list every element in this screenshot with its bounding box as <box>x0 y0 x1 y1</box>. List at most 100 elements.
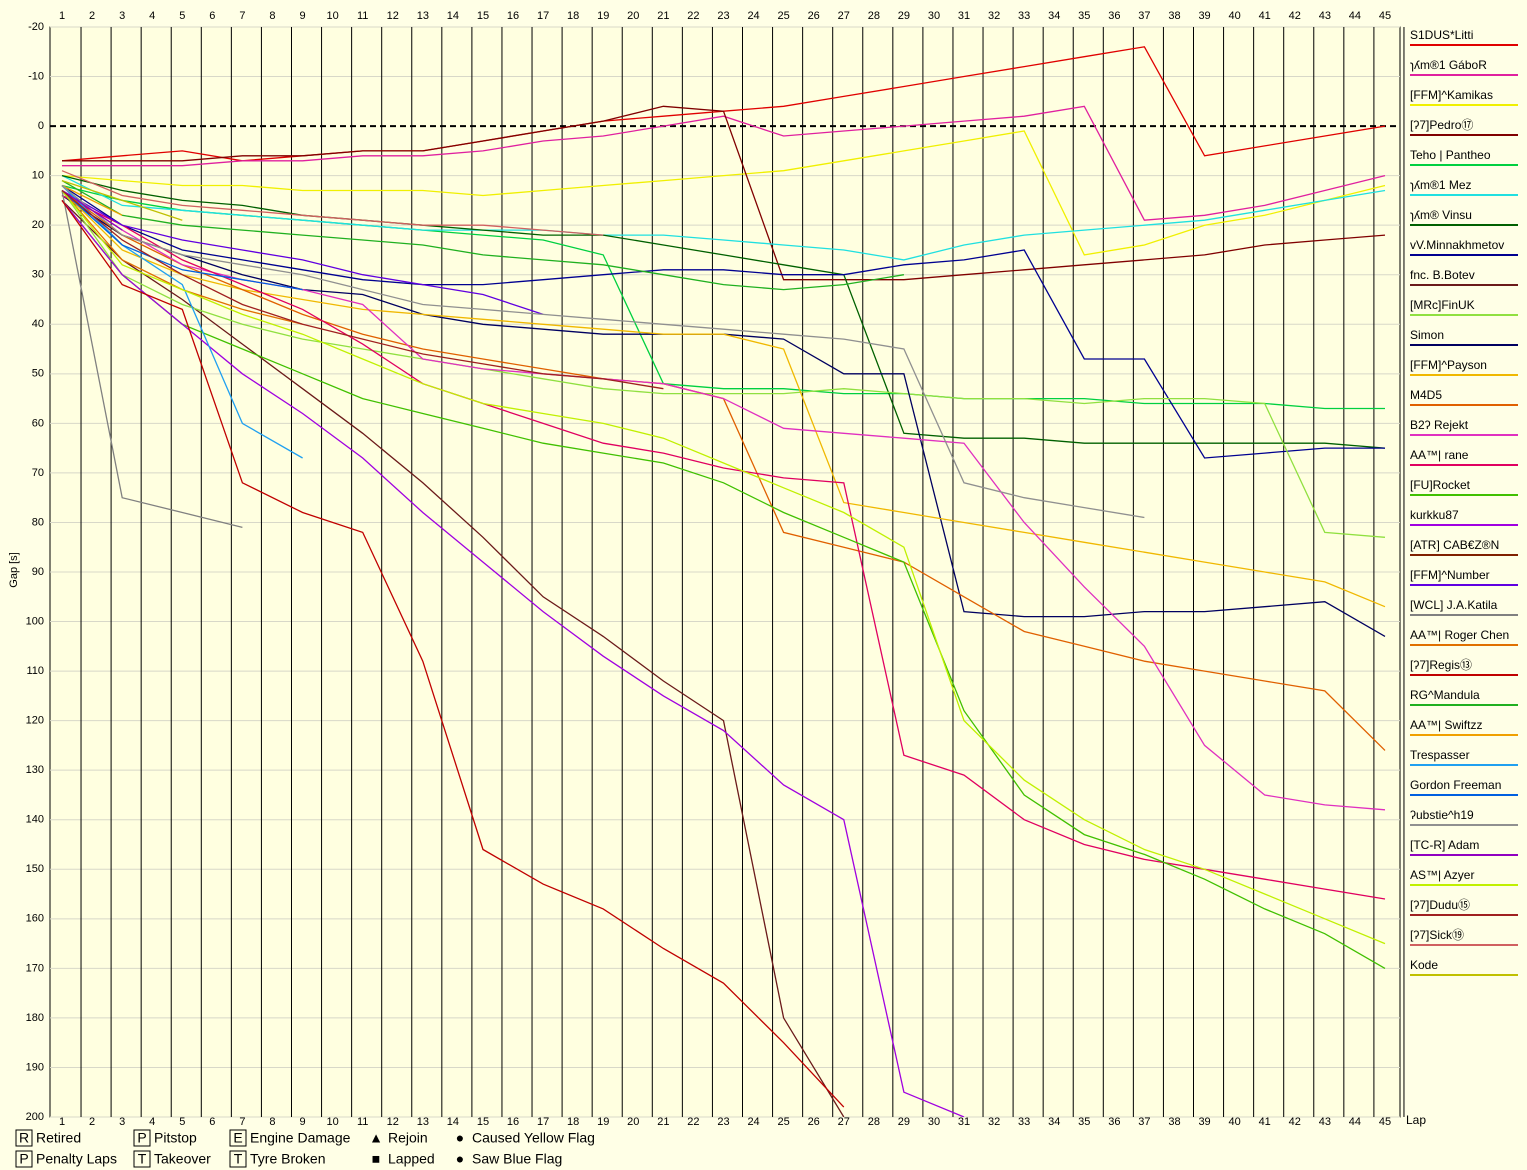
x-tick-label: 40 <box>1229 1116 1241 1128</box>
y-tick-label: 10 <box>32 170 44 182</box>
x-tick-label: 26 <box>808 1116 820 1128</box>
x-tick-label: 19 <box>597 1116 609 1128</box>
x-tick-label: 30 <box>928 1116 940 1128</box>
legend-label: Kode <box>1410 958 1438 972</box>
symbol-label: Rejoin <box>388 1130 428 1146</box>
x-tick-label: 9 <box>299 1116 305 1128</box>
legend-label: [ʔ7]Sick⑲ <box>1410 928 1464 942</box>
symbol-label: Retired <box>36 1130 81 1146</box>
x-tick-label: 18 <box>567 1116 579 1128</box>
series-line <box>61 174 1386 449</box>
legend-label: AA™| Swiftzz <box>1410 718 1482 732</box>
x-tick-label: 42 <box>1289 10 1301 22</box>
x-tick-label: 32 <box>988 1116 1000 1128</box>
symbol-label: Pitstop <box>154 1130 197 1146</box>
x-tick-label: 41 <box>1259 1116 1271 1128</box>
x-tick-label: 39 <box>1198 1116 1210 1128</box>
x-tick-label: 22 <box>687 1116 699 1128</box>
y-tick-label: 110 <box>26 665 44 677</box>
y-tick-label: 80 <box>32 516 44 528</box>
x-tick-label: 33 <box>1018 1116 1030 1128</box>
x-tick-label: 36 <box>1108 10 1120 22</box>
x-tick-label: 15 <box>477 1116 489 1128</box>
legend-label: RG^Mandula <box>1410 688 1480 702</box>
x-tick-label: 29 <box>898 1116 910 1128</box>
x-tick-label: 11 <box>357 10 368 22</box>
legend-label: [ʔ7]Pedro⑰ <box>1410 118 1473 132</box>
x-tick-label: 2 <box>89 10 95 22</box>
series-line <box>61 200 845 1108</box>
legend-label: AA™| Roger Chen <box>1410 628 1509 642</box>
y-tick-label: 30 <box>32 269 44 281</box>
x-tick-label: 23 <box>717 10 729 22</box>
x-tick-label: 38 <box>1168 1116 1180 1128</box>
legend-label: AS™| Azyer <box>1410 868 1474 882</box>
symbol-label: Caused Yellow Flag <box>472 1130 595 1146</box>
legend-label: Trespasser <box>1410 748 1470 762</box>
x-tick-label: 10 <box>327 1116 339 1128</box>
x-tick-label: 28 <box>868 10 880 22</box>
symbol: E <box>233 1130 242 1146</box>
series-line <box>61 184 1145 519</box>
x-tick-label: 5 <box>179 10 185 22</box>
legend-label: ʔubstie^h19 <box>1410 808 1474 822</box>
x-tick-label: 7 <box>239 1116 245 1128</box>
legend-label: ɿʎm®1 Mez <box>1410 178 1472 192</box>
legend-label: S1DUS*Litti <box>1410 28 1473 42</box>
x-tick-label: 14 <box>447 1116 459 1128</box>
series-line <box>61 130 1386 256</box>
x-tick-label: 13 <box>417 1116 429 1128</box>
x-axis-label: Lap <box>1406 1113 1426 1127</box>
x-tick-label: 39 <box>1198 10 1210 22</box>
symbol-label: Engine Damage <box>250 1130 351 1146</box>
x-tick-label: 10 <box>327 10 339 22</box>
series-line <box>61 190 1386 538</box>
x-tick-label: 12 <box>387 1116 399 1128</box>
legend-label: M4D5 <box>1410 388 1442 402</box>
y-tick-label: 120 <box>26 715 44 727</box>
y-tick-label: 170 <box>26 962 44 974</box>
symbol-box <box>133 1129 151 1147</box>
x-tick-label: 27 <box>838 1116 850 1128</box>
series-line <box>61 184 1385 459</box>
x-tick-label: 16 <box>507 10 519 22</box>
y-tick-label: -20 <box>28 21 44 33</box>
symbol-label: Takeover <box>154 1151 211 1167</box>
legend-label: AA™| rane <box>1410 448 1469 462</box>
legend-label: Teho | Pantheo <box>1410 148 1491 162</box>
legend-label: fnc. B.Botev <box>1410 268 1475 282</box>
x-tick-label: 35 <box>1078 1116 1090 1128</box>
legend-label: [MRc]FinUK <box>1410 298 1475 312</box>
series-line <box>62 105 1386 221</box>
x-tick-label: 41 <box>1259 10 1271 22</box>
x-tick-label: 17 <box>537 1116 549 1128</box>
x-tick-label: 3 <box>119 10 125 22</box>
x-tick-label: 24 <box>747 10 759 22</box>
legend-label: Simon <box>1410 328 1444 342</box>
series-line <box>61 189 544 316</box>
legend-label: [WCL] J.A.Katila <box>1410 598 1498 612</box>
x-tick-label: 20 <box>627 10 639 22</box>
y-tick-label: 130 <box>26 764 44 776</box>
symbol: R <box>19 1130 29 1146</box>
x-tick-label: 17 <box>537 10 549 22</box>
x-tick-label: 34 <box>1048 1116 1060 1128</box>
x-tick-label: 22 <box>687 10 699 22</box>
y-tick-label: -10 <box>28 70 44 82</box>
x-tick-label: 33 <box>1018 10 1030 22</box>
x-tick-label: 11 <box>357 1116 368 1128</box>
x-tick-label: 42 <box>1289 1116 1301 1128</box>
symbol: ▲ <box>369 1130 383 1146</box>
x-tick-label: 40 <box>1229 10 1241 22</box>
symbol: P <box>137 1130 146 1146</box>
x-tick-label: 44 <box>1349 1116 1361 1128</box>
symbol-box <box>15 1150 33 1168</box>
legend-label: [TC-R] Adam <box>1410 838 1479 852</box>
x-tick-label: 20 <box>627 1116 639 1128</box>
x-tick-label: 37 <box>1138 10 1150 22</box>
symbol-label: Saw Blue Flag <box>472 1151 562 1167</box>
series-line <box>61 199 965 1117</box>
y-tick-label: 180 <box>26 1012 44 1024</box>
x-tick-label: 25 <box>778 1116 790 1128</box>
